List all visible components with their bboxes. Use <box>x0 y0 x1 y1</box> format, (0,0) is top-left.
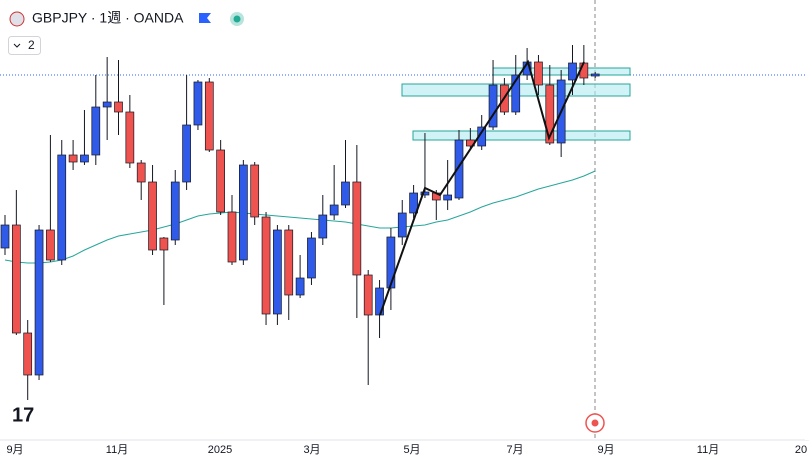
moving-average <box>4 170 596 264</box>
candle-body <box>568 62 577 81</box>
x-tick-label: 11月 <box>697 444 719 456</box>
status-dot <box>233 15 241 23</box>
candle-body <box>375 287 384 316</box>
candle-body <box>23 332 33 376</box>
candle-body <box>352 181 362 276</box>
symbol-icon <box>9 11 25 27</box>
candle-body <box>295 277 305 296</box>
x-tick-label: 7月 <box>506 444 523 456</box>
candle-body <box>545 84 555 144</box>
candle-body <box>409 192 418 214</box>
candle-body <box>148 181 157 251</box>
x-tick-label: 20 <box>795 444 807 456</box>
candle-body <box>341 181 350 206</box>
candle-body <box>91 106 101 156</box>
candle-body <box>204 81 214 151</box>
candle-body <box>125 111 135 164</box>
candle-body <box>318 214 328 239</box>
candle-body <box>443 194 452 201</box>
candle-body <box>68 154 78 163</box>
x-tick-label: 9月 <box>6 444 23 456</box>
candle-body <box>284 229 294 296</box>
candle-body <box>307 237 316 279</box>
candle-body <box>136 162 146 183</box>
candle-body <box>227 211 237 263</box>
candle-body <box>273 229 282 315</box>
candle-body <box>114 101 123 113</box>
x-tick-label: 3月 <box>303 444 320 456</box>
candle-body <box>0 224 10 249</box>
x-tick-label: 2025 <box>208 444 232 456</box>
candle-body <box>534 61 543 86</box>
candle-body <box>420 191 430 196</box>
chevron <box>13 43 21 48</box>
candle-body <box>261 216 271 315</box>
candle-body <box>454 139 464 199</box>
candle-body <box>80 154 89 163</box>
candle-body <box>193 81 203 126</box>
candle-body <box>182 124 191 183</box>
candle-body <box>34 229 44 376</box>
button-label[interactable]: 2 <box>28 38 35 52</box>
edge <box>805 0 809 440</box>
zone <box>412 130 631 141</box>
tv-logo: 17 <box>12 404 34 426</box>
candle-body <box>329 204 339 216</box>
candle-body <box>386 236 396 289</box>
candle-body <box>590 73 600 77</box>
candle-body <box>363 274 373 316</box>
candle-body <box>12 224 21 334</box>
x-tick-label: 5月 <box>403 444 420 456</box>
candle-body <box>511 74 521 113</box>
candle-body <box>159 237 169 251</box>
candle-body <box>250 164 260 218</box>
candle-body <box>102 101 112 108</box>
candle-body <box>239 164 248 261</box>
symbol-title[interactable]: GBPJPY · 1週 · OANDA <box>32 10 184 26</box>
candle-body <box>216 149 225 213</box>
candle-body <box>57 154 67 261</box>
flag-icon[interactable] <box>199 13 211 23</box>
zigzag-drawing <box>379 59 585 316</box>
x-tick-label: 11月 <box>106 444 128 456</box>
time-axis <box>0 440 809 461</box>
event-dot <box>591 419 599 427</box>
candle-body <box>46 229 55 261</box>
x-tick-label: 9月 <box>597 444 614 456</box>
candle-body <box>488 84 498 128</box>
candle-body <box>170 181 180 241</box>
candle-body <box>397 212 407 238</box>
collapse-button[interactable] <box>8 36 41 55</box>
